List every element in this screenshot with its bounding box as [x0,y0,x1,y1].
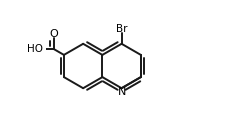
Text: N: N [117,87,125,97]
Text: O: O [49,29,58,39]
Text: Br: Br [115,24,127,34]
Text: HO: HO [27,44,43,54]
